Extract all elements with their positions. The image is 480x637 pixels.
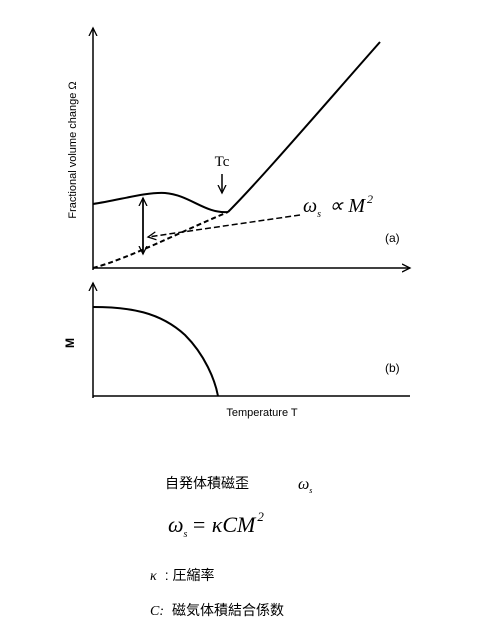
text: : 圧縮率 [165,567,215,583]
symbol: ω [298,476,309,493]
symbol: ω [303,195,317,217]
dashed-curve [92,211,229,269]
text: ∝ M [329,195,366,217]
panel-label: (a) [385,231,400,245]
y-label: M [63,338,77,348]
symbol: κ [150,569,157,584]
m-curve [92,306,219,397]
upper-curve [92,191,229,214]
solid-curve [227,41,381,213]
text: 磁気体積結合係数 [172,602,284,618]
equation: ωs = κCM 2 [168,509,264,540]
kappa-line: κ : 圧縮率 [150,567,215,584]
panel-label: (b) [385,361,400,375]
caption-term: 自発体積磁歪 [165,475,249,491]
x-label: Temperature T [226,407,298,419]
c-line: C: 磁気体積結合係数 [150,602,284,619]
text: = κCM [191,512,257,537]
dashed-arrow [148,214,301,237]
caption-symbol: ωs [298,476,312,495]
superscript: 2 [367,192,373,206]
y-label: Fractional volume change Ω [67,81,79,218]
subscript: s [309,486,312,495]
superscript: 2 [257,509,264,524]
symbol: ω [168,512,184,537]
symbol: C: [150,604,164,619]
subscript: s [184,529,188,540]
subscript: s [317,209,321,220]
tc-label: Tc [215,154,230,170]
